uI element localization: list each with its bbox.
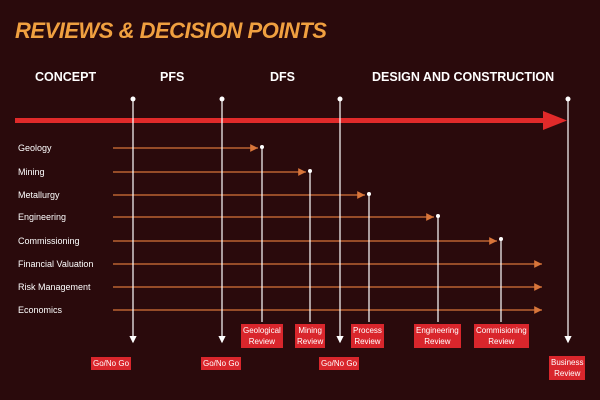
gate-dot-1 (130, 96, 136, 102)
commisioning-review-dot (499, 237, 503, 241)
gate-dot-3 (337, 96, 343, 102)
workstream-mining: Mining (18, 167, 45, 177)
phase-dfs: DFS (270, 70, 295, 84)
gate-box-3: Go/No Go (319, 357, 360, 370)
main-timeline-arrow (15, 111, 567, 130)
engineering-review-line-1: Engineering (416, 326, 459, 335)
process-review-line-2: Review (354, 337, 381, 346)
phase-concept: CONCEPT (35, 70, 97, 84)
mining-review-line-1: Mining (298, 326, 322, 335)
business-review-box: Business Review (549, 356, 586, 380)
gate-box-2: Go/No Go (201, 357, 242, 370)
mining-review-line-2: Review (297, 337, 324, 346)
geological-review-box: Geological Review (241, 324, 283, 348)
workstream-economics: Economics (18, 305, 63, 315)
phase-pfs: PFS (160, 70, 185, 84)
mining-review-dot (308, 169, 312, 173)
gate-box-1: Go/No Go (91, 357, 132, 370)
business-review-line-2: Review (554, 369, 581, 378)
commisioning-review-line-2: Review (488, 337, 515, 346)
process-review-box: Process Review (351, 324, 384, 348)
commisioning-review-line-1: Commisioning (476, 326, 527, 335)
commisioning-review-box: Commisioning Review (474, 324, 529, 348)
workstream-commissioning: Commissioning (18, 236, 80, 246)
workstream-financial-valuation: Financial Valuation (18, 259, 94, 269)
geological-review-dot (260, 145, 264, 149)
workstream-arrows (113, 144, 542, 314)
engineering-review-box: Engineering Review (414, 324, 461, 348)
geological-review-line-1: Geological (243, 326, 281, 335)
page-title: REVIEWS & DECISION POINTS (15, 18, 327, 43)
decision-lines (129, 96, 572, 344)
business-review-line-1: Business (551, 358, 584, 367)
gate-dot-2 (219, 96, 225, 102)
geological-review-line-2: Review (248, 337, 276, 346)
workstream-metallurgy: Metallurgy (18, 190, 60, 200)
mining-review-box: Mining Review (295, 324, 326, 348)
workstream-geology: Geology (18, 143, 52, 153)
workstream-risk-management: Risk Management (18, 282, 91, 292)
process-review-line-1: Process (353, 326, 382, 335)
phase-design-construction: DESIGN AND CONSTRUCTION (372, 70, 555, 84)
engineering-review-dot (436, 214, 440, 218)
process-review-dot (367, 192, 371, 196)
workstream-engineering: Engineering (18, 212, 67, 222)
engineering-review-line-2: Review (424, 337, 451, 346)
business-review-dot (565, 96, 571, 102)
